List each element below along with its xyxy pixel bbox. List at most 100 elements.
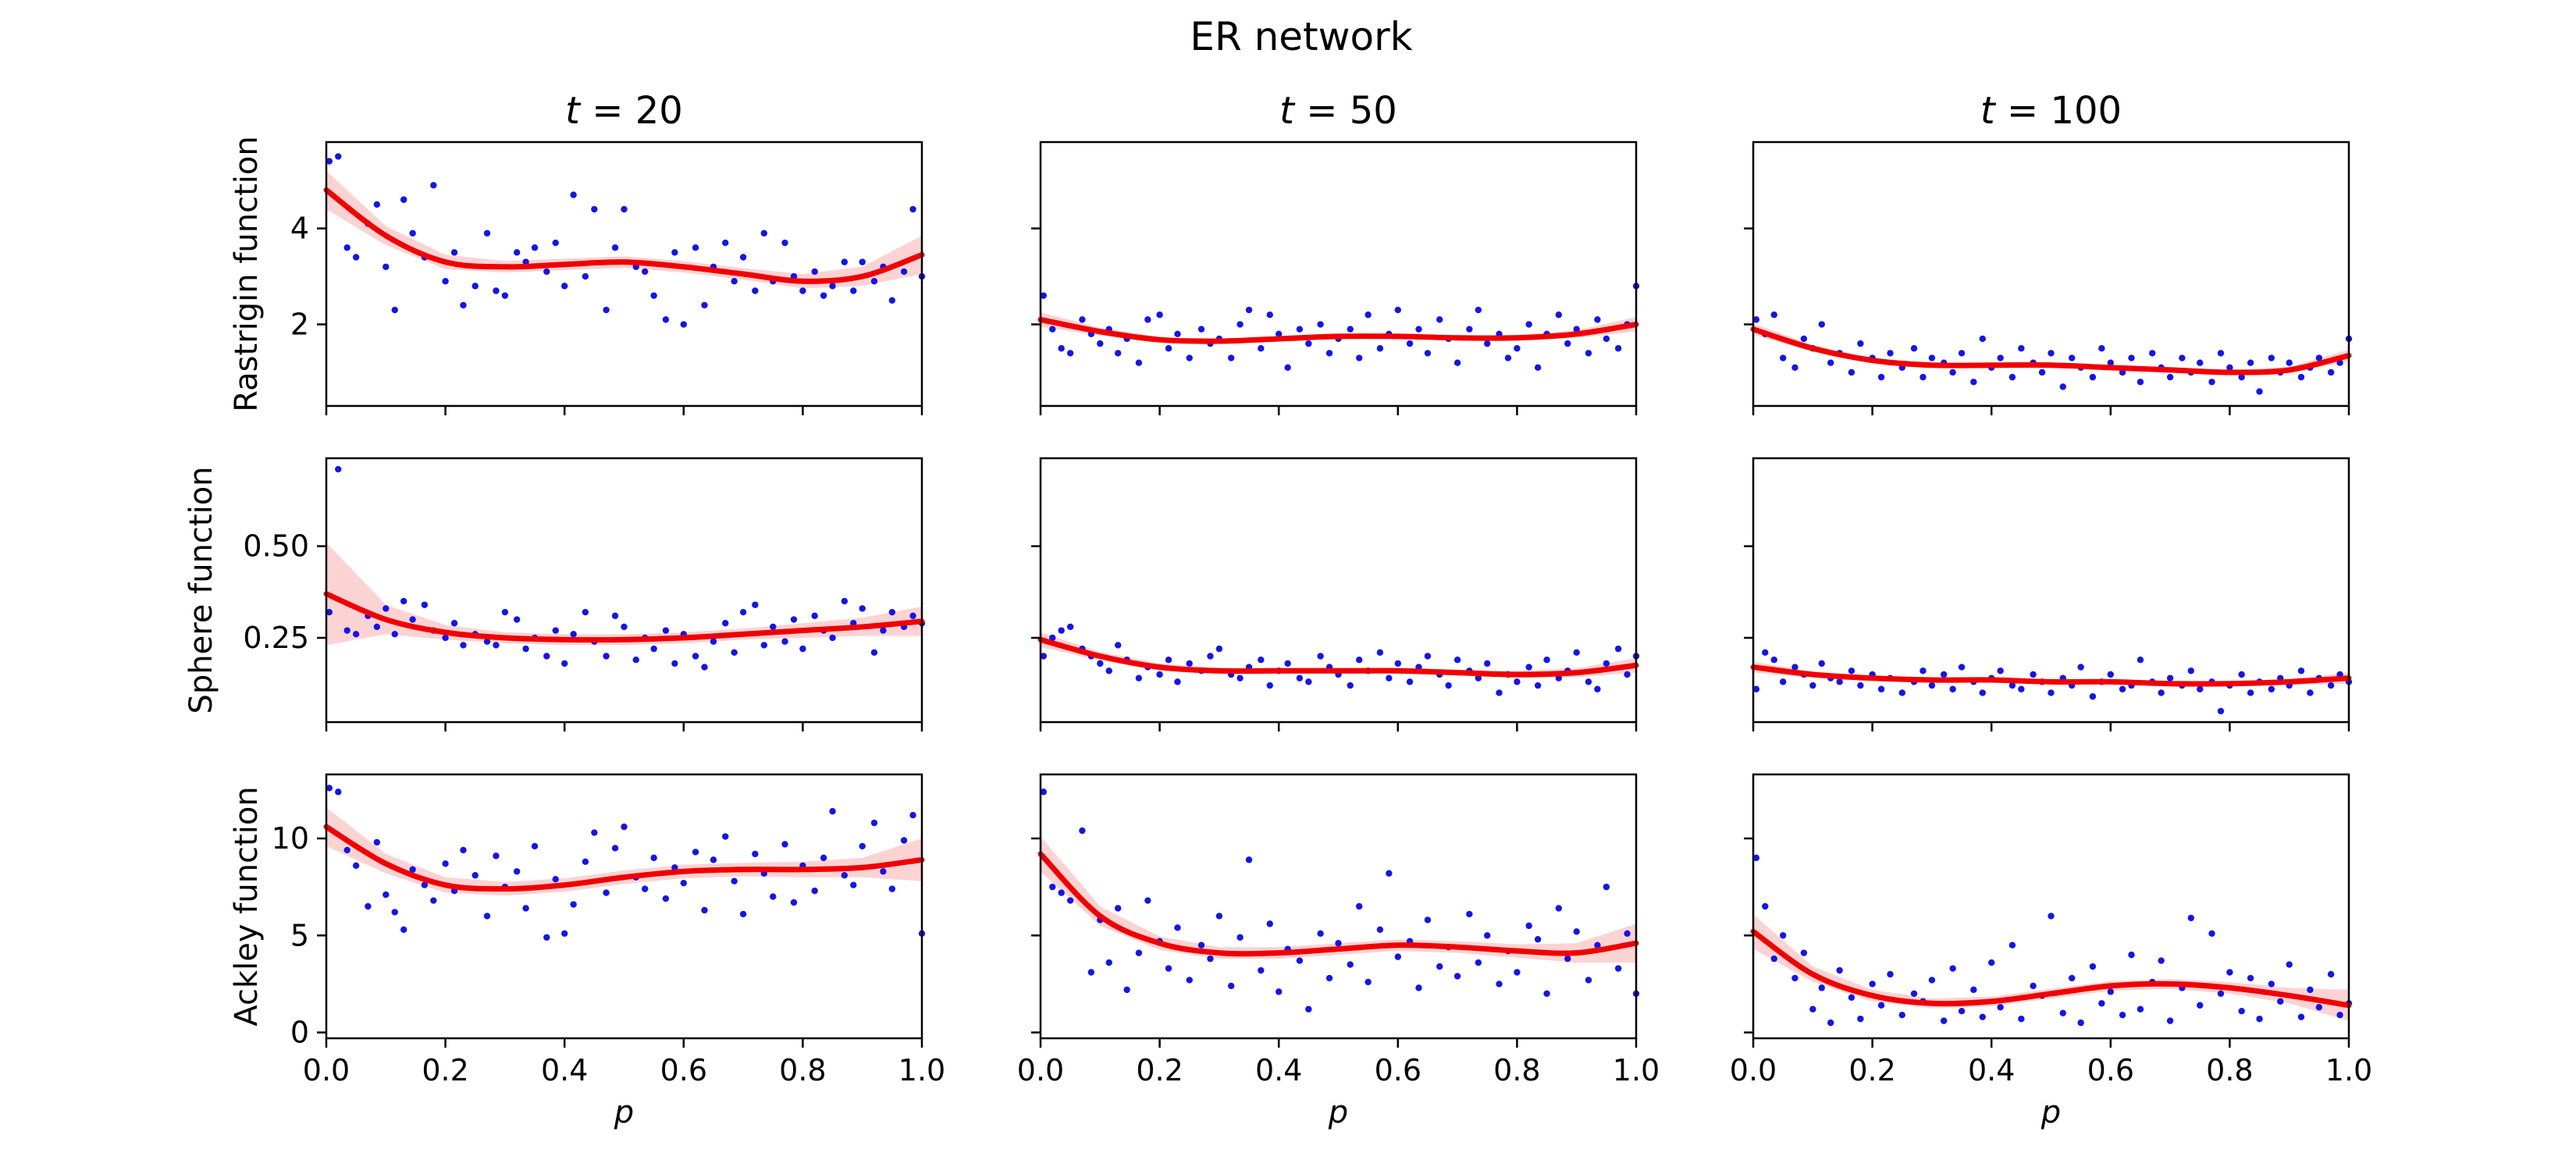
x-tick-label: 0.4 (1255, 1053, 1302, 1087)
data-point (2327, 368, 2335, 376)
data-point (1406, 678, 1414, 685)
axes-frame (1039, 457, 1638, 724)
panel-1-1 (1031, 457, 1640, 731)
data-point (880, 868, 887, 875)
data-point (1394, 953, 1402, 960)
data-point (752, 601, 759, 608)
data-point (582, 608, 589, 616)
data-point (1466, 326, 1473, 333)
data-point (1928, 977, 1936, 984)
data-point (1040, 653, 1048, 660)
data-point (450, 620, 458, 627)
data-point (1564, 340, 1571, 347)
data-point (1920, 667, 1927, 674)
data-point (1818, 660, 1825, 667)
data-point (382, 605, 390, 612)
data-point (1325, 350, 1333, 357)
data-point (2030, 671, 2037, 678)
data-point (1114, 642, 1122, 649)
data-point (522, 645, 529, 653)
x-tick-label: 0.0 (1730, 1053, 1777, 1087)
data-point (731, 649, 738, 657)
data-point (1573, 326, 1580, 333)
x-tick-label: 0.4 (1968, 1053, 2015, 1087)
data-point (811, 887, 818, 895)
data-point (335, 788, 342, 795)
data-point (1770, 311, 1777, 319)
data-point (1356, 902, 1363, 910)
data-point (513, 868, 521, 875)
data-point (1534, 936, 1542, 943)
data-point (2166, 674, 2174, 682)
data-point (2128, 951, 2135, 959)
data-point (1958, 350, 1966, 357)
data-point (1898, 689, 1905, 696)
data-point (632, 656, 639, 664)
data-point (343, 244, 350, 251)
data-point (2307, 986, 2314, 994)
data-point (1165, 656, 1172, 664)
data-point (1266, 311, 1273, 319)
data-point (335, 153, 342, 160)
x-axis-label: p (614, 1094, 634, 1130)
data-point (561, 660, 568, 667)
data-point (1836, 966, 1843, 974)
fit-curve (323, 187, 925, 284)
data-point (603, 306, 610, 314)
data-point (1386, 674, 1393, 682)
data-point (1364, 311, 1372, 319)
data-point (1779, 932, 1787, 939)
data-point (2166, 373, 2174, 381)
data-point (621, 823, 628, 831)
fit-curve (1750, 928, 2352, 1009)
data-point (373, 838, 381, 846)
data-point (1555, 311, 1563, 319)
data-point (1105, 667, 1112, 674)
data-point (2197, 1002, 2204, 1009)
data-point (1949, 965, 1956, 972)
data-point (1958, 664, 1966, 671)
data-point (662, 316, 670, 323)
data-point (2226, 969, 2233, 976)
data-point (650, 292, 657, 299)
data-point (671, 249, 678, 256)
data-point (1762, 902, 1769, 910)
fit-curve (1750, 326, 2352, 376)
data-point (790, 616, 798, 623)
axes-frame (325, 773, 923, 1040)
y-tick-label: 0.50 (243, 529, 309, 564)
data-point (1525, 922, 1532, 930)
data-point (1236, 674, 1244, 682)
data-point (1135, 949, 1143, 956)
data-point (1135, 359, 1143, 366)
axes-frame (325, 141, 923, 408)
data-point (1415, 984, 1422, 991)
data-point (1534, 682, 1542, 689)
data-point (1097, 340, 1104, 347)
data-point (1040, 292, 1048, 299)
x-tick-label: 1.0 (2325, 1053, 2372, 1087)
data-point (1762, 649, 1769, 657)
data-point (2018, 1015, 2025, 1023)
data-point (841, 258, 849, 265)
fit-curve (323, 824, 925, 892)
data-point (513, 616, 521, 623)
data-point (483, 913, 491, 920)
data-point (326, 608, 333, 616)
data-point (1317, 321, 1324, 328)
data-point (859, 258, 866, 265)
data-point (1258, 345, 1265, 352)
data-point (1836, 678, 1843, 685)
data-point (442, 860, 449, 867)
data-point (701, 301, 708, 309)
data-point (1284, 364, 1291, 372)
data-point (1079, 827, 1086, 835)
data-point (1543, 656, 1550, 664)
data-point (2077, 664, 2084, 671)
data-point (2089, 963, 2097, 970)
data-point (2208, 930, 2215, 937)
data-point (1877, 1002, 1885, 1009)
data-point (2018, 345, 2025, 352)
data-point (391, 631, 398, 638)
data-point (900, 268, 908, 276)
